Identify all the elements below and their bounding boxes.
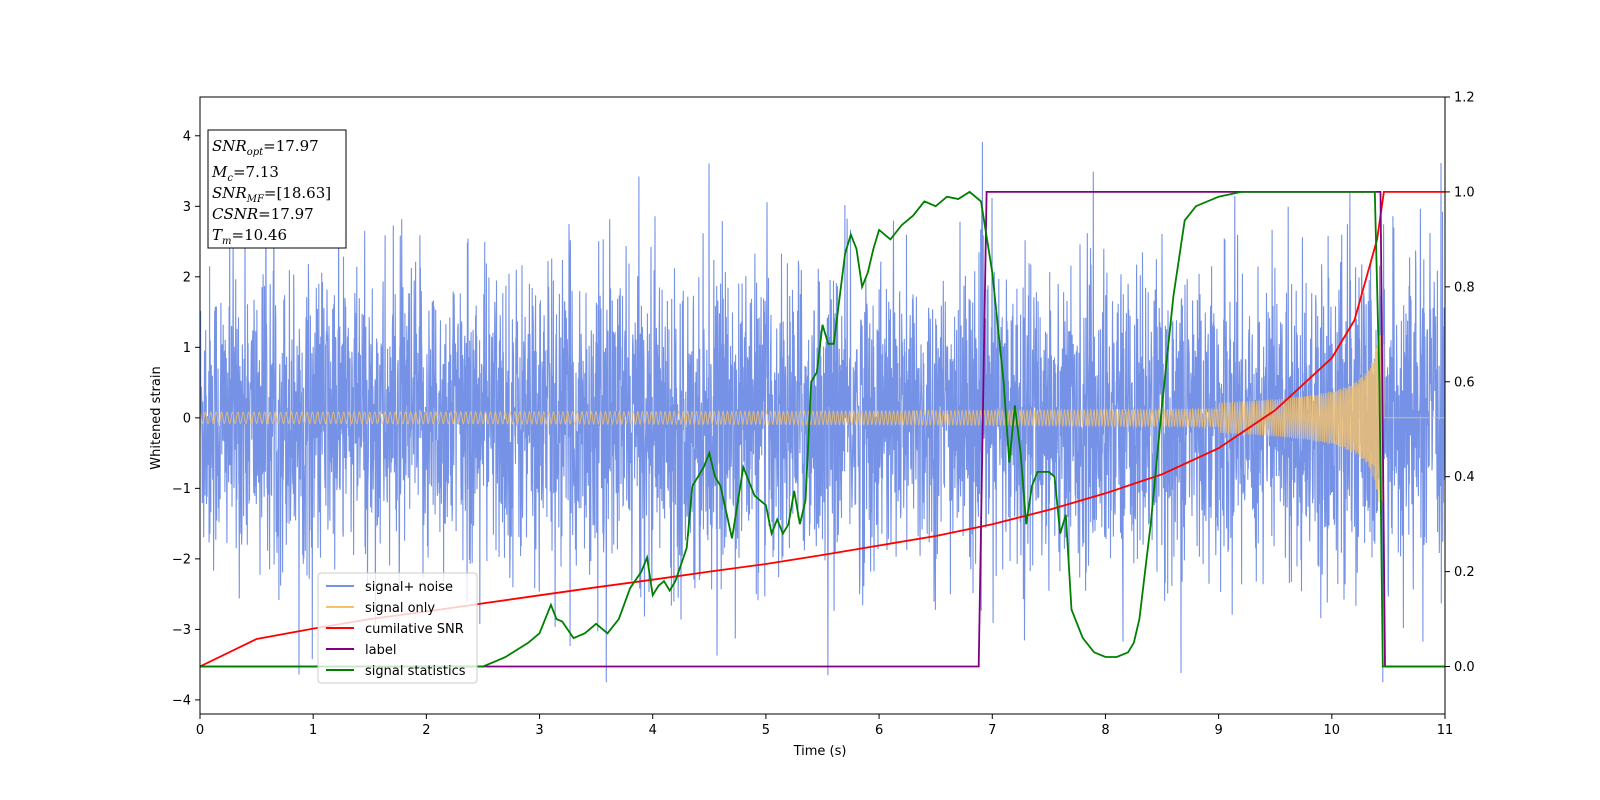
y2-tick-label: 0.0: [1454, 660, 1475, 675]
stat-tm-sub: m: [222, 236, 231, 247]
y-tick-label: 3: [183, 200, 191, 215]
y2-tick-label: 0.4: [1454, 470, 1475, 485]
y-tick-label: −3: [172, 623, 191, 638]
axes-frame: [199, 96, 1446, 715]
y2-tick-label: 0.8: [1454, 280, 1475, 295]
stat-csnr-value: =17.97: [258, 205, 314, 223]
stat-snr-mf-sub: MF: [246, 194, 265, 205]
legend: signal+ noise signal only cumilative SNR…: [317, 572, 478, 684]
legend-label-cumilative-snr: cumilative SNR: [365, 622, 464, 637]
stat-mc-sym: M: [211, 163, 228, 181]
x-tick-label: 1: [309, 723, 317, 738]
stat-snr-opt-sym: SNR: [212, 137, 247, 155]
y2-tick-label: 0.2: [1454, 565, 1475, 580]
series-signal-only: [200, 333, 1445, 503]
y-tick-label: 2: [183, 270, 191, 285]
x-tick-label: 9: [1214, 723, 1222, 738]
y-tick-label: −4: [172, 693, 191, 708]
stat-csnr: CSNR=17.97: [212, 205, 314, 223]
y-tick-label: 0: [183, 411, 191, 426]
stat-snr-mf-sym: SNR: [212, 184, 247, 202]
stat-tm-value: =10.46: [232, 226, 288, 244]
stat-snr-opt-value: =17.97: [263, 137, 319, 155]
x-axis-label: Time (s): [793, 744, 847, 759]
stat-snr-opt-sub: opt: [247, 147, 264, 158]
x-tick-label: 4: [649, 723, 657, 738]
stat-mc-value: =7.13: [233, 163, 279, 181]
stat-snr-mf-value: =[18.63]: [264, 184, 331, 202]
stat-csnr-sym: CSNR: [212, 205, 258, 223]
y-tick-label: −2: [172, 552, 191, 567]
y-tick-label: −1: [172, 482, 191, 497]
stats-annotation: SNRopt=17.97 Mc=7.13 SNRMF=[18.63] CSNR=…: [207, 129, 347, 249]
y-tick-label: 4: [183, 129, 191, 144]
x-tick-label: 6: [875, 723, 883, 738]
axes-layer: 0 1 2 3 4 5 6 7 8 9 10 11 −4 −3 −2 −1 0 1 2 3 4 0.0 0.2 0.4 0.6 0…: [172, 91, 1475, 739]
x-tick-label: 7: [988, 723, 996, 738]
x-tick-label: 11: [1437, 723, 1454, 738]
legend-label-signal-noise: signal+ noise: [365, 580, 453, 595]
stat-mc-sub: c: [227, 173, 233, 184]
series-signal-statistics: [200, 190, 1445, 668]
legend-frame: [317, 572, 478, 684]
y2-tick-label: 1.0: [1454, 185, 1475, 200]
y2-tick-label: 1.2: [1454, 91, 1475, 106]
stat-snr-opt: SNRopt=17.97: [212, 137, 319, 158]
x-tick-label: 3: [535, 723, 543, 738]
x-tick-label: 2: [422, 723, 430, 738]
x-tick-label: 5: [762, 723, 770, 738]
y2-tick-label: 0.6: [1454, 375, 1475, 390]
y-axis-label: Whitened strain: [149, 366, 164, 469]
series-signal-noise: [200, 137, 1445, 683]
stat-mc: Mc=7.13: [211, 163, 279, 184]
y-tick-label: 1: [183, 341, 191, 356]
stat-tm-sym: T: [212, 226, 223, 244]
stat-tm: Tm=10.46: [212, 226, 287, 247]
stat-snr-mf: SNRMF=[18.63]: [212, 184, 331, 205]
x-tick-label: 10: [1324, 723, 1341, 738]
legend-label-label: label: [365, 643, 396, 658]
legend-label-signal-statistics: signal statistics: [365, 664, 466, 679]
x-tick-label: 0: [196, 723, 204, 738]
legend-label-signal-only: signal only: [365, 601, 435, 616]
stats-box-frame: [207, 129, 347, 249]
x-tick-label: 8: [1101, 723, 1109, 738]
